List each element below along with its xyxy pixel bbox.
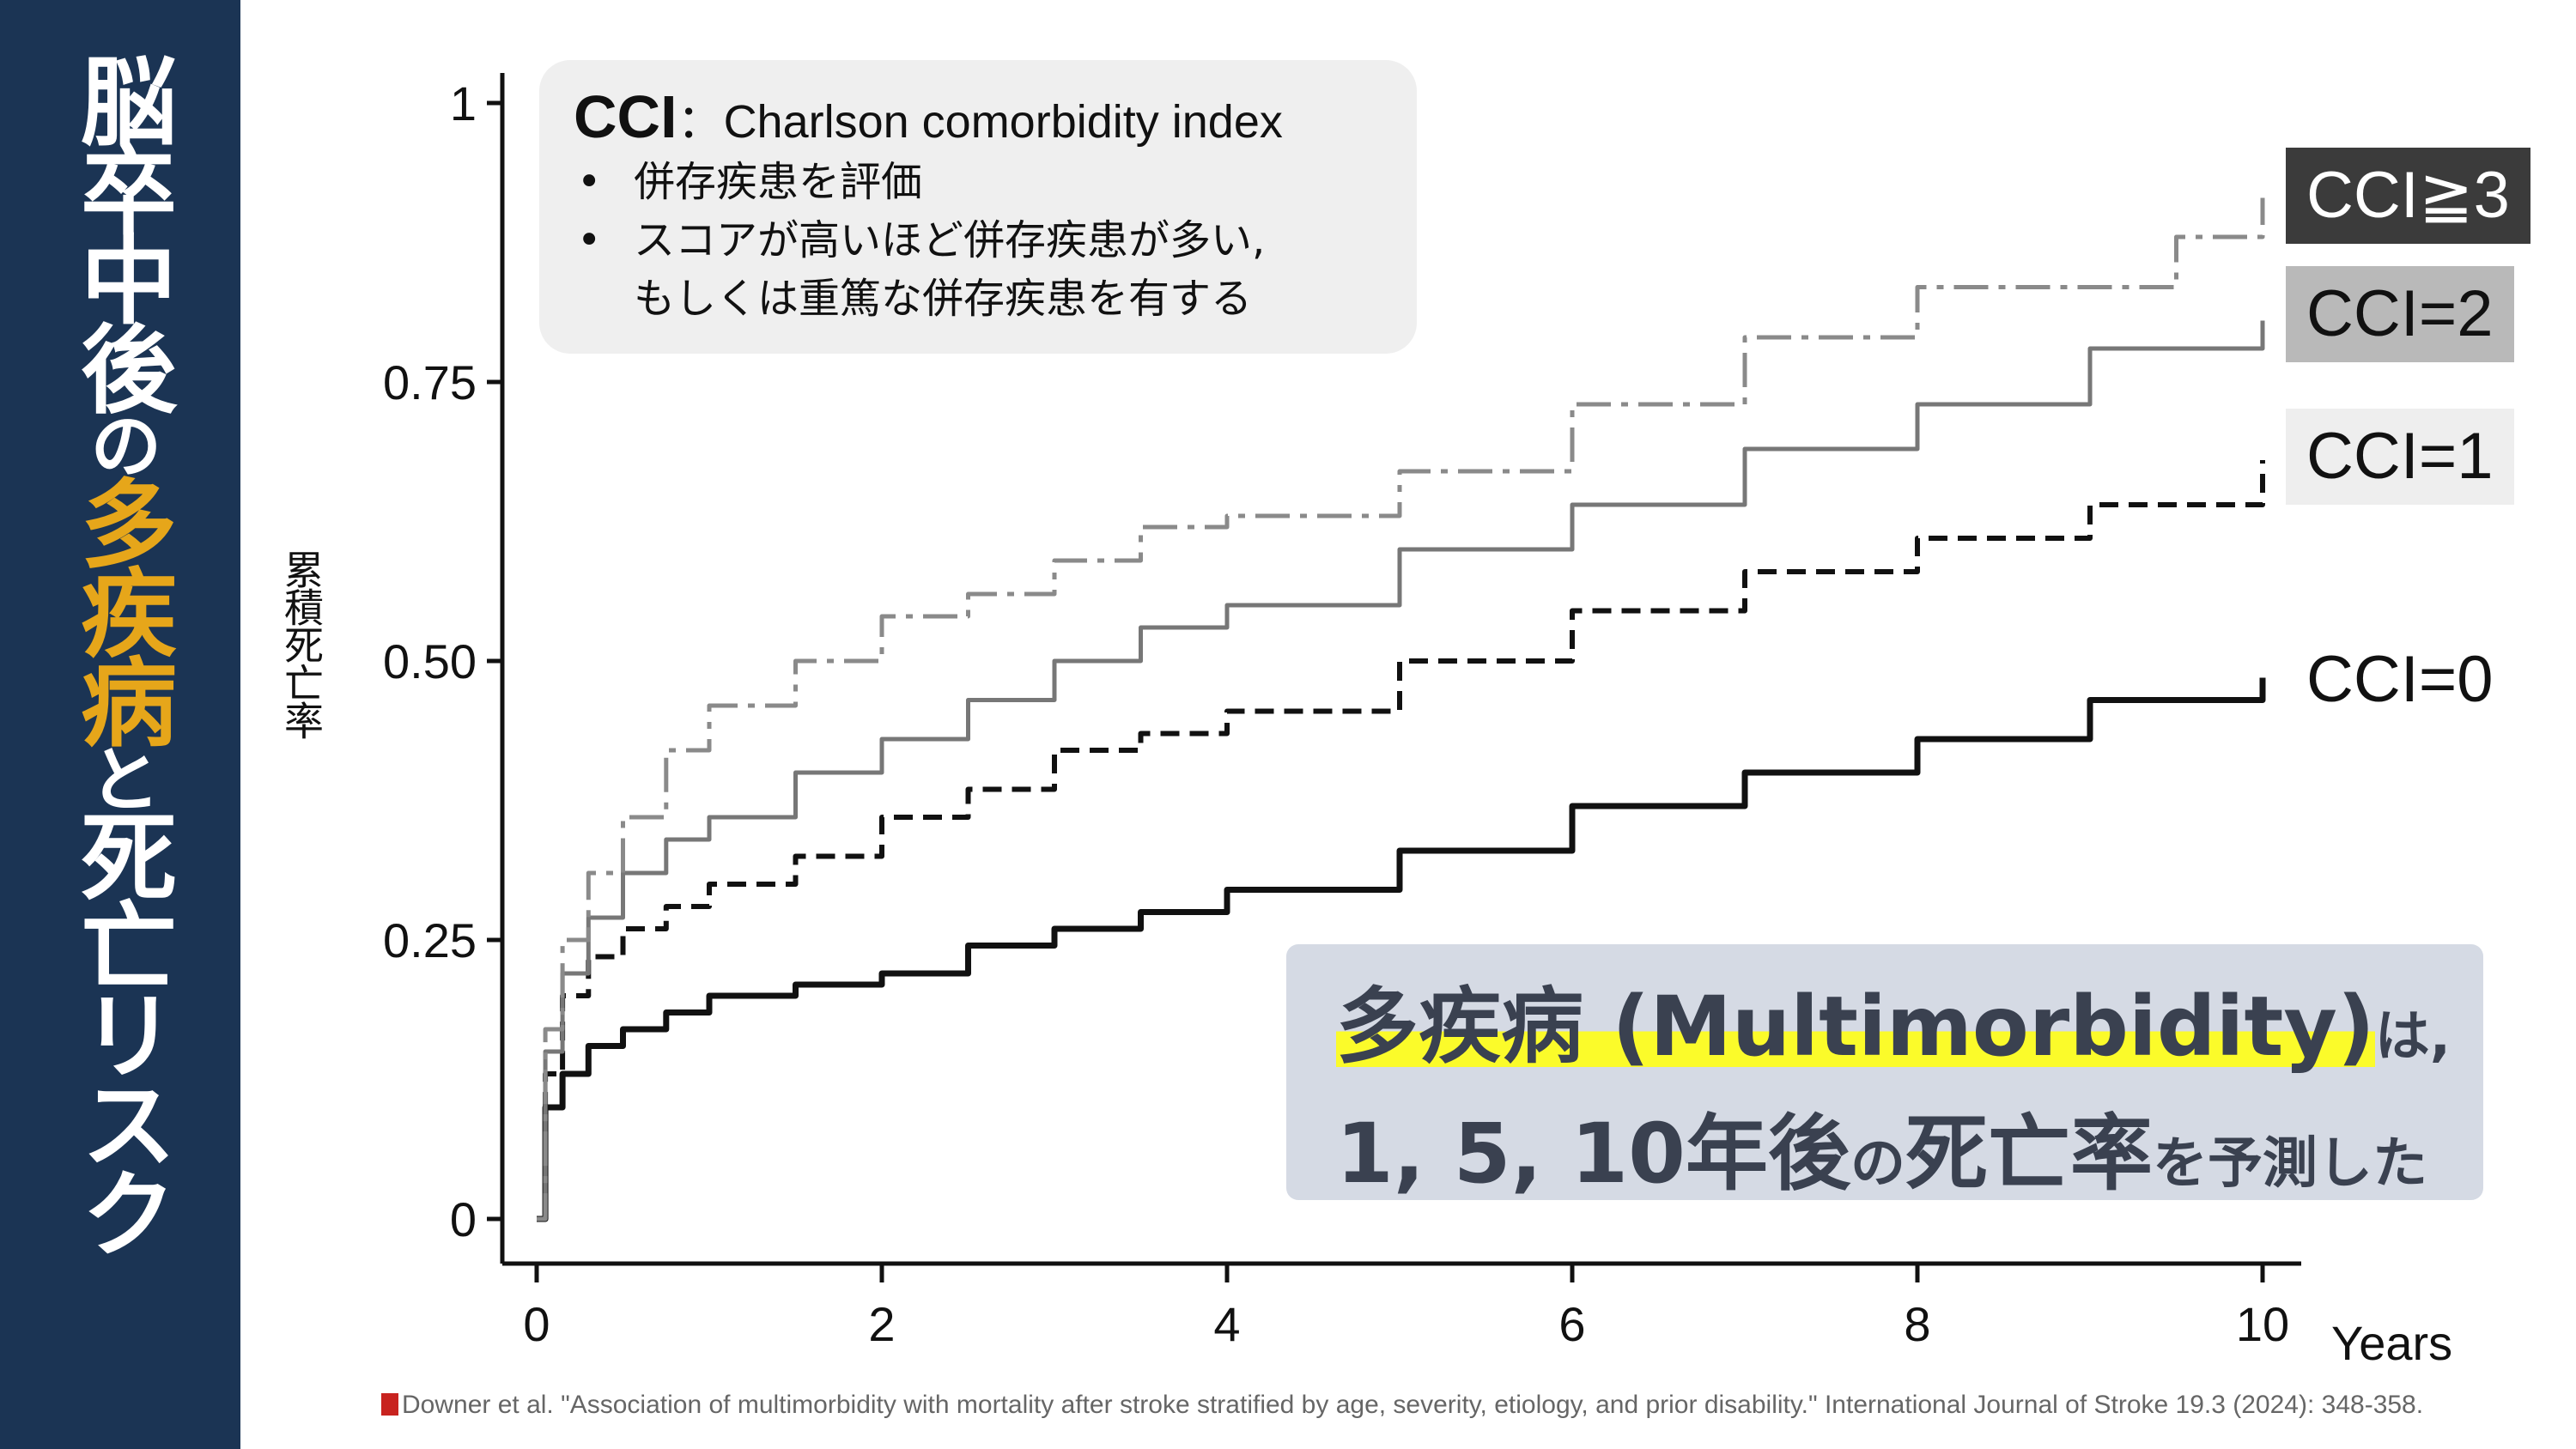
callout-no: の xyxy=(1850,1132,1905,1196)
legend-cci-2: CCI=2 xyxy=(2286,266,2514,362)
y-tick-label: 0 xyxy=(450,1192,477,1246)
cci-bullet-2: スコアが高いほど併存疾患が多い, xyxy=(574,211,1382,270)
y-tick-label: 1 xyxy=(450,76,477,130)
title-to: と xyxy=(78,742,162,807)
series-line-0 xyxy=(537,677,2266,1222)
x-tick-label: 0 xyxy=(523,1297,550,1351)
legend-cci-1: CCI=1 xyxy=(2286,409,2514,505)
title-highlight: 多疾病 xyxy=(64,474,176,742)
series-line-2 xyxy=(537,320,2265,1222)
cci-bullet-1: 併存疾患を評価 xyxy=(574,153,1382,211)
citation-text: Downer et al. "Association of multimorbi… xyxy=(402,1391,2424,1419)
series-line-1 xyxy=(537,460,2265,1222)
x-tick-label: 4 xyxy=(1213,1297,1240,1351)
cci-info-box: CCI：Charlson comorbidity index 併存疾患を評価 ス… xyxy=(539,60,1417,354)
cci-definition: Charlson comorbidity index xyxy=(723,96,1283,148)
cci-heading: CCI：Charlson comorbidity index xyxy=(574,86,1382,153)
cci-abbr: CCI xyxy=(574,83,677,150)
callout-years: 1, 5, 10年後 xyxy=(1336,1106,1850,1202)
cci-bullet-2-continuation: もしくは重篤な併存疾患を有する xyxy=(634,275,1253,323)
chart-series xyxy=(537,197,2266,1222)
callout-line1-tail: は, xyxy=(2374,1005,2451,1069)
legend-cci-3-plus: CCI≧3 xyxy=(2286,148,2530,244)
title-part2: 死亡リスク xyxy=(64,807,176,1253)
x-tick-label: 10 xyxy=(2236,1297,2289,1351)
title-sidebar: 脳卒中後の多疾病と死亡リスク xyxy=(0,0,240,1449)
callout-multimorbidity: 多疾病 (Multimorbidity) xyxy=(1336,979,2375,1075)
series-line-3 xyxy=(537,197,2265,1222)
callout-line-2: 1, 5, 10年後の死亡率を予測した xyxy=(1336,1102,2433,1229)
y-tick-label: 0.50 xyxy=(383,634,477,688)
title-no: の xyxy=(78,409,162,474)
title-part1: 脳卒中後 xyxy=(64,52,176,409)
x-tick-label: 8 xyxy=(1904,1297,1930,1351)
x-tick-label: 6 xyxy=(1558,1297,1585,1351)
legend-cci-0: CCI=0 xyxy=(2306,643,2494,716)
y-tick-label: 0.25 xyxy=(383,913,477,967)
book-icon xyxy=(381,1393,398,1416)
citation: Downer et al. "Association of multimorbi… xyxy=(381,1391,2423,1420)
x-tick-label: 2 xyxy=(868,1297,895,1351)
y-tick-label: 0.75 xyxy=(383,355,477,409)
key-finding-callout: 多疾病 (Multimorbidity)は, 1, 5, 10年後の死亡率を予測… xyxy=(1286,944,2483,1202)
x-axis-label: Years xyxy=(2331,1316,2452,1370)
cci-colon: ： xyxy=(677,94,724,149)
page-title: 脳卒中後の多疾病と死亡リスク xyxy=(0,52,240,1253)
callout-predicted: を予測した xyxy=(2152,1132,2427,1196)
callout-line-1: 多疾病 (Multimorbidity)は, xyxy=(1336,975,2451,1102)
callout-mortality: 死亡率 xyxy=(1905,1106,2153,1202)
y-axis-label: 累積死亡率 xyxy=(278,549,325,738)
